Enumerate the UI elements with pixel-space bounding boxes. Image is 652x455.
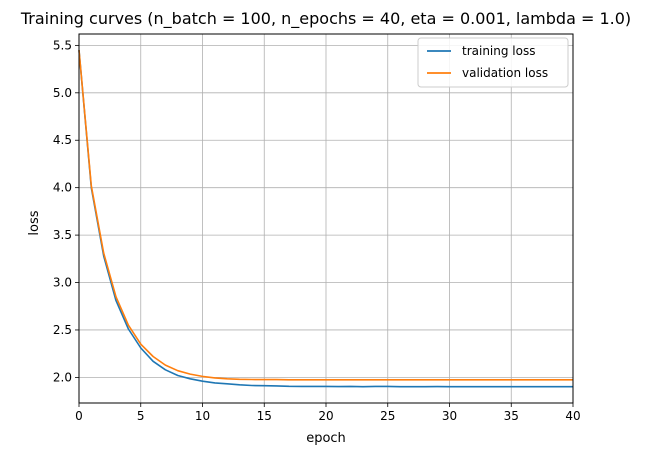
- series-line-0: [78, 50, 573, 388]
- legend-label: validation loss: [462, 66, 548, 80]
- axes: 0 5 10 15 20 25 30 35 40 2.0 2.5 3.0 3.5 4.0 4.5 5.0 5.5: [53, 38, 581, 423]
- x-tick-label: 35: [504, 409, 519, 423]
- y-tick-label: 5.5: [53, 38, 72, 52]
- x-axis-label: epoch: [306, 431, 346, 446]
- x-tick-label: 40: [565, 409, 580, 423]
- x-tick-label: 5: [137, 409, 145, 423]
- x-tick-label: 25: [380, 409, 395, 423]
- y-tick-label: 5.0: [53, 86, 72, 100]
- legend: training loss validation loss: [417, 37, 569, 88]
- x-tick-label: 0: [75, 409, 83, 423]
- y-tick-label: 4.5: [53, 133, 72, 147]
- y-tick-label: 2.5: [53, 323, 72, 337]
- y-tick-label: 2.0: [53, 370, 72, 384]
- legend-box: [417, 37, 569, 88]
- series-line-1: [78, 50, 573, 381]
- chart-title: Training curves (n_batch = 100, n_epochs…: [20, 9, 631, 29]
- x-tick-label: 20: [318, 409, 333, 423]
- x-tick-label: 30: [442, 409, 457, 423]
- legend-label: training loss: [462, 44, 535, 58]
- x-tick-label: 15: [257, 409, 272, 423]
- series-group: [78, 50, 573, 388]
- y-tick-label: 3.5: [53, 228, 72, 242]
- y-tick-label: 4.0: [53, 181, 72, 195]
- y-tick-label: 3.0: [53, 276, 72, 290]
- y-axis-label: loss: [27, 210, 42, 235]
- plot-frame: [78, 33, 574, 404]
- x-tick-label: 10: [195, 409, 210, 423]
